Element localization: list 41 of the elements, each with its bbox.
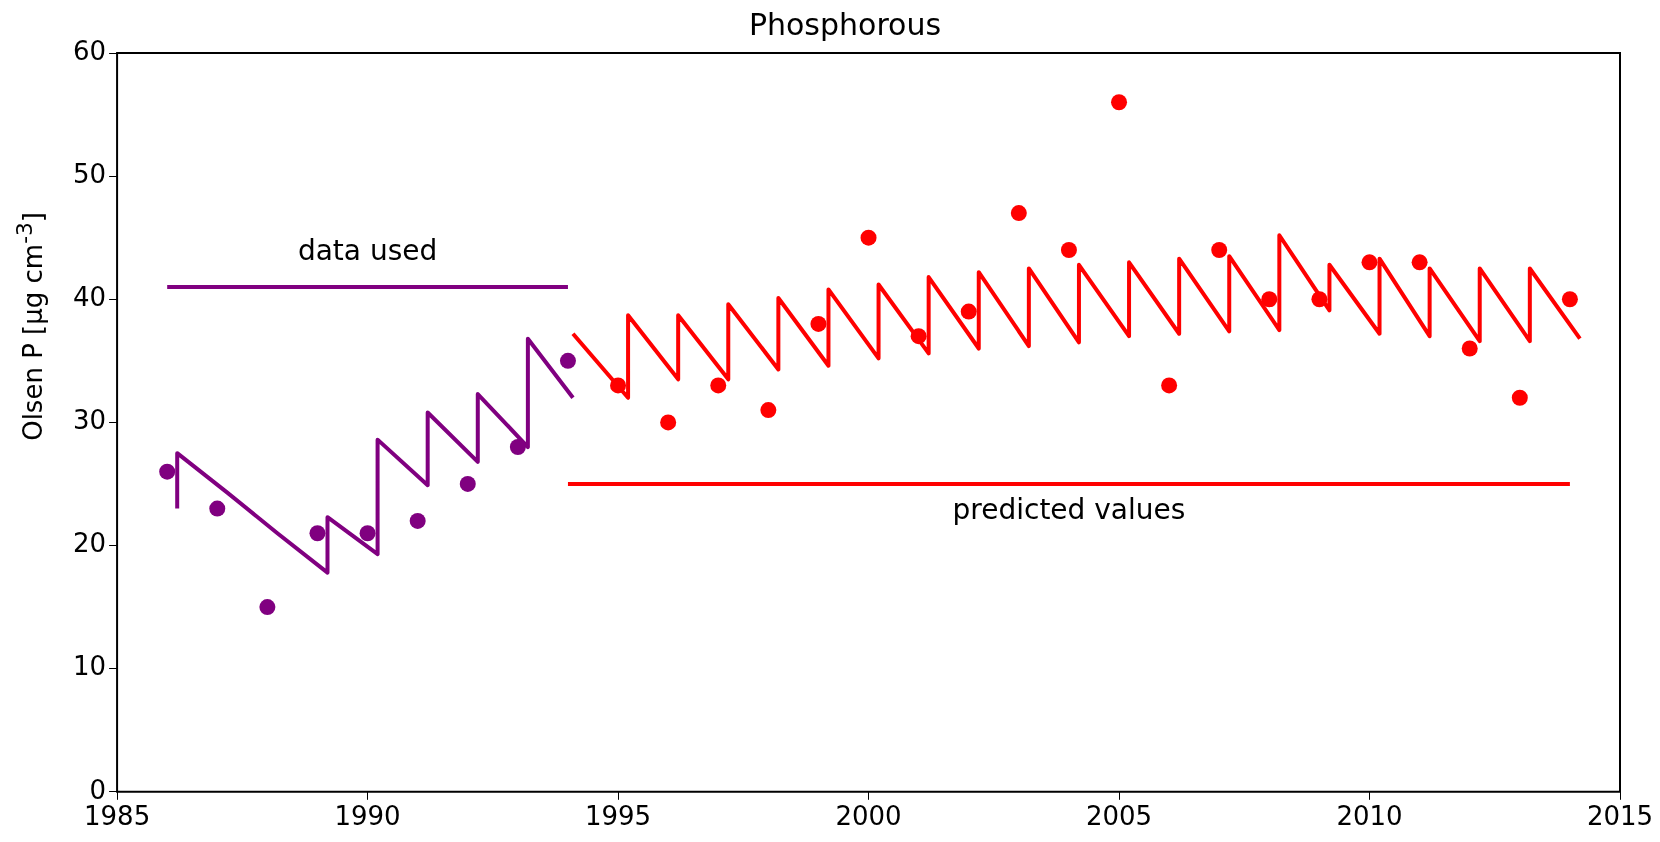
- x-tick-label: 2010: [1336, 801, 1403, 832]
- point: [710, 377, 727, 394]
- x-tick-label: 1990: [334, 801, 401, 832]
- annotation: data used: [297, 234, 438, 268]
- point: [1361, 254, 1378, 271]
- point: [860, 229, 877, 246]
- point: [209, 500, 226, 517]
- point: [509, 439, 526, 456]
- point: [459, 475, 476, 492]
- x-tick-label: 2005: [1085, 801, 1153, 832]
- x-tick-label: 1995: [584, 801, 652, 832]
- x-tick-label: 2015: [1586, 801, 1654, 832]
- x-tick-label: 2000: [835, 801, 902, 832]
- y-tick-label: 20: [72, 528, 107, 559]
- y-tick-label: 10: [72, 651, 107, 682]
- point: [960, 303, 977, 320]
- point: [1010, 205, 1027, 222]
- point: [1511, 389, 1528, 406]
- chart-title: Phosphorous: [748, 6, 942, 42]
- point: [159, 463, 176, 480]
- point: [1261, 291, 1278, 308]
- point: [1461, 340, 1478, 357]
- point: [259, 599, 276, 616]
- y-tick-label: 50: [72, 158, 107, 189]
- point: [660, 414, 677, 431]
- point: [559, 352, 576, 369]
- y-tick-label: 60: [72, 35, 107, 66]
- y-tick-label: 40: [72, 282, 107, 313]
- point: [1211, 242, 1228, 259]
- y-tick-label: 30: [72, 405, 107, 436]
- point: [1411, 254, 1428, 271]
- annotation: predicted values: [952, 493, 1186, 527]
- point: [359, 525, 376, 542]
- point: [1060, 242, 1077, 259]
- point: [409, 512, 426, 529]
- point: [309, 525, 326, 542]
- point: [1111, 94, 1128, 111]
- point: [1161, 377, 1178, 394]
- point: [760, 402, 777, 419]
- point: [1561, 291, 1578, 308]
- point: [810, 315, 827, 332]
